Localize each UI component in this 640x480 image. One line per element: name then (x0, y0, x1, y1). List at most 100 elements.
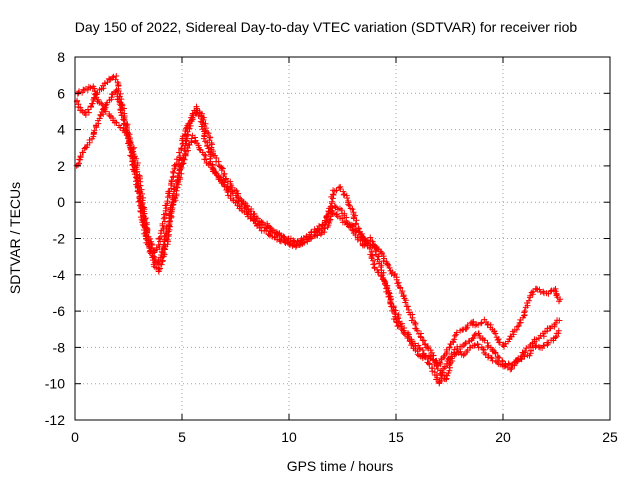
plus-marker (525, 297, 532, 304)
y-tick-label: -2 (53, 231, 66, 247)
plus-marker (106, 112, 113, 119)
plus-marker (244, 210, 251, 217)
plus-marker (429, 357, 436, 364)
plus-marker (492, 330, 499, 337)
plus-marker (159, 257, 166, 264)
plus-marker (325, 208, 332, 215)
x-tick-label: 10 (281, 429, 297, 445)
plus-marker (166, 218, 173, 225)
plus-marker (263, 227, 270, 234)
plus-marker (168, 177, 175, 184)
plus-marker (155, 268, 162, 275)
plus-marker (523, 345, 530, 352)
plus-marker (380, 257, 387, 264)
x-axis-label: GPS time / hours (287, 458, 394, 474)
plus-marker (399, 325, 406, 332)
plus-marker (188, 114, 195, 121)
plus-marker (475, 330, 482, 337)
plus-marker (200, 135, 207, 142)
plus-marker (181, 145, 188, 152)
plus-marker (91, 127, 98, 134)
plus-marker (150, 253, 157, 260)
plus-marker (136, 189, 143, 196)
plus-marker (460, 352, 467, 359)
plus-marker (304, 238, 311, 245)
plus-marker (125, 139, 132, 146)
plus-marker (369, 252, 376, 259)
plus-marker (301, 239, 308, 246)
plus-marker (177, 153, 184, 160)
plus-marker (118, 112, 125, 119)
plus-marker (526, 352, 533, 359)
plus-marker (79, 149, 86, 156)
plus-marker (471, 332, 478, 339)
plus-marker (137, 182, 144, 189)
y-tick-label: 4 (57, 122, 65, 138)
plus-marker (265, 231, 272, 238)
plus-marker (140, 217, 147, 224)
plus-marker (120, 116, 127, 123)
plus-marker (311, 231, 318, 238)
plus-marker (462, 340, 469, 347)
plus-marker (169, 168, 176, 175)
plus-marker (96, 115, 103, 122)
plus-marker (205, 145, 212, 152)
plus-marker (361, 242, 368, 249)
series-track-c (73, 87, 563, 383)
plus-marker (340, 191, 347, 198)
y-tick-label: -6 (53, 303, 66, 319)
plus-marker (164, 236, 171, 243)
plus-marker (377, 264, 384, 271)
plus-marker (360, 233, 367, 240)
plus-marker (515, 323, 522, 330)
plus-marker (372, 242, 379, 249)
x-tick-label: 5 (178, 429, 186, 445)
plus-marker (345, 201, 352, 208)
plus-marker (224, 188, 231, 195)
plus-marker (170, 201, 177, 208)
plus-marker (400, 330, 407, 337)
plus-marker (369, 238, 376, 245)
plus-marker (451, 336, 458, 343)
plus-marker (116, 101, 123, 108)
plus-marker (368, 248, 375, 255)
plus-marker (411, 319, 418, 326)
plus-marker (384, 261, 391, 268)
plus-marker (541, 342, 548, 349)
plus-marker (186, 125, 193, 132)
plus-marker (544, 339, 551, 346)
plus-marker (127, 146, 134, 153)
plus-marker (108, 94, 115, 101)
plus-marker (218, 167, 225, 174)
plus-marker (117, 109, 124, 116)
plus-marker (153, 244, 160, 251)
plus-marker (86, 137, 93, 144)
plus-marker (480, 346, 487, 353)
plus-marker (535, 343, 542, 350)
plus-marker (91, 85, 98, 92)
data-marks (73, 73, 564, 387)
plus-marker (383, 284, 390, 291)
plus-marker (169, 204, 176, 211)
plus-marker (101, 106, 108, 113)
plus-marker (446, 344, 453, 351)
y-axis-label: SDTVAR / TECUs (7, 182, 23, 294)
y-tick-label: -8 (53, 339, 66, 355)
plus-marker (208, 153, 215, 160)
plus-marker (176, 174, 183, 181)
plus-marker (521, 349, 528, 356)
plus-marker (276, 237, 283, 244)
x-tick-label: 25 (602, 429, 618, 445)
plus-marker (202, 156, 209, 163)
plus-marker (157, 230, 164, 237)
plus-marker (438, 367, 445, 374)
plus-marker (510, 331, 517, 338)
plus-marker (427, 347, 434, 354)
plus-marker (353, 217, 360, 224)
axis-ticks: -12 -10 -8 -6 -4 -2 0 2 4 6 8 0 5 10 15 20 25 (45, 49, 618, 445)
plus-marker (357, 237, 364, 244)
x-tick-label: 20 (495, 429, 511, 445)
plus-marker (337, 185, 344, 192)
plus-marker (146, 243, 153, 250)
plus-marker (457, 348, 464, 355)
